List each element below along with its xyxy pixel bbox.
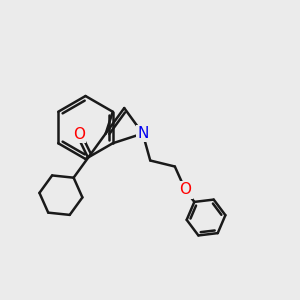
Text: O: O [179, 182, 191, 197]
Text: N: N [137, 126, 148, 141]
Text: O: O [73, 127, 85, 142]
